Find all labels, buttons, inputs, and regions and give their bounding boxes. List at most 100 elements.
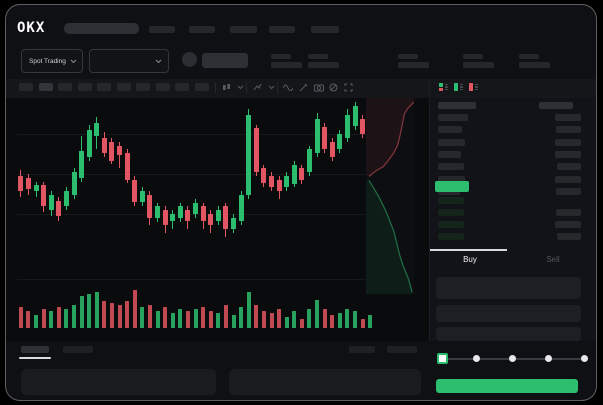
orderbook-row[interactable] (438, 175, 581, 183)
bottom-tab[interactable] (63, 346, 93, 353)
timeframe-button[interactable] (175, 83, 189, 91)
timeframe-button[interactable] (78, 83, 92, 91)
candle-body (337, 134, 343, 150)
timeframe-button[interactable] (156, 83, 170, 91)
tab-sell[interactable]: Sell (546, 255, 560, 264)
orderbook-row[interactable] (438, 150, 581, 158)
candle-body (284, 175, 290, 188)
price-input[interactable] (436, 277, 581, 299)
orderbook-row[interactable] (438, 114, 581, 121)
chevron-down-icon[interactable] (266, 82, 277, 93)
market-type-dropdown[interactable]: Spot Trading (21, 49, 83, 73)
timeframe-button-active[interactable] (39, 83, 53, 91)
amount-input[interactable] (436, 305, 581, 322)
candle-body (238, 194, 244, 222)
undo-icon[interactable] (328, 82, 339, 93)
volume-bar (345, 309, 350, 328)
volume-bar (132, 290, 137, 328)
timeframe-button[interactable] (195, 83, 209, 91)
timeframe-button[interactable] (58, 83, 72, 91)
nav-item[interactable] (311, 26, 339, 33)
timeframe-button[interactable] (97, 83, 111, 91)
timeframe-button[interactable] (136, 83, 150, 91)
orderbook-amount (555, 221, 581, 228)
nav-item[interactable] (230, 26, 257, 33)
search-input[interactable] (64, 23, 139, 34)
candle-body (185, 210, 191, 222)
draw-icon[interactable] (298, 82, 309, 93)
candle-body (231, 217, 236, 230)
volume-bar (26, 310, 31, 328)
buy-button[interactable] (436, 379, 578, 393)
volume-bar (18, 307, 23, 328)
bottom-tab-active[interactable] (21, 346, 49, 353)
orders-panel[interactable] (21, 369, 216, 395)
candle-body (306, 149, 312, 173)
orderbook-row[interactable] (438, 126, 581, 134)
stat-label (271, 54, 291, 59)
volume-bar (360, 318, 365, 328)
last-price-badge[interactable] (435, 181, 469, 192)
candlestick-style-icon[interactable] (221, 82, 232, 93)
candle-body (200, 206, 206, 222)
chevron-down-icon[interactable] (235, 82, 246, 93)
candle-body (314, 118, 320, 154)
slider-step[interactable] (580, 355, 588, 362)
nav-item[interactable] (149, 26, 175, 33)
camera-icon[interactable] (313, 82, 324, 93)
book-both-icon[interactable] (438, 82, 449, 92)
candle-body (246, 115, 252, 195)
depth-chart (366, 98, 414, 294)
slider-step[interactable] (473, 355, 481, 362)
orderbook-amount (555, 114, 581, 121)
total-input[interactable] (436, 327, 581, 341)
slider-handle[interactable] (437, 353, 448, 364)
timeframe-button[interactable] (117, 83, 131, 91)
volume-bar (307, 309, 312, 328)
candle-body (162, 210, 168, 226)
percent-slider[interactable] (437, 353, 588, 364)
volume-bar (315, 299, 319, 328)
depth-bids-line (369, 180, 412, 292)
orderbook-row[interactable] (438, 233, 581, 240)
candle-body (215, 210, 221, 222)
bottom-action[interactable] (387, 346, 417, 353)
orderbook-row[interactable] (438, 163, 581, 171)
candlestick-pane[interactable] (17, 98, 374, 288)
fullscreen-icon[interactable] (343, 82, 354, 93)
orderbook-amount (555, 175, 581, 183)
pair-name-button[interactable] (202, 53, 248, 68)
orderbook-row[interactable] (438, 209, 581, 216)
depth-asks-line (369, 102, 414, 176)
stat-label (398, 54, 418, 59)
book-bids-icon[interactable] (453, 82, 464, 92)
candle-body (269, 175, 274, 188)
nav-item[interactable] (269, 26, 295, 33)
tab-buy[interactable]: Buy (463, 255, 477, 264)
orderbook-row[interactable] (438, 138, 581, 146)
orderbook-row[interactable] (438, 197, 581, 204)
candle-body (56, 200, 62, 216)
volume-bar (72, 305, 76, 328)
book-asks-icon[interactable] (468, 82, 479, 92)
depth-bids-area (366, 180, 414, 294)
assets-panel[interactable] (229, 369, 421, 395)
volume-bar (368, 314, 373, 328)
orderbook-row[interactable] (438, 221, 581, 228)
stat-value (308, 62, 339, 68)
bottom-action[interactable] (349, 346, 375, 353)
volume-bar (170, 312, 175, 328)
volume-bar (239, 307, 244, 328)
line-tools-icon[interactable] (282, 82, 293, 93)
candle-body (18, 175, 24, 192)
candle-body (79, 151, 85, 178)
volume-bar (56, 307, 61, 328)
timeframe-button[interactable] (19, 83, 33, 91)
volume-bar (254, 305, 259, 328)
pair-select-dropdown[interactable] (89, 49, 169, 73)
slider-step[interactable] (544, 355, 552, 362)
indicator-icon[interactable] (252, 82, 263, 93)
slider-step[interactable] (509, 355, 517, 362)
okx-logo[interactable]: OKX (17, 20, 46, 36)
nav-item[interactable] (189, 26, 215, 33)
